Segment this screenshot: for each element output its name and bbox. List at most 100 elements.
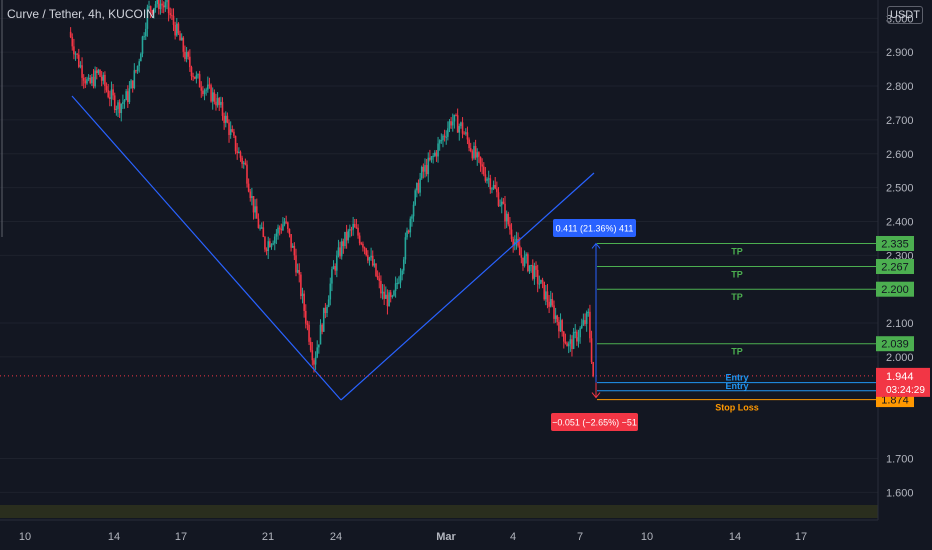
candle-body	[476, 152, 479, 158]
candle-body	[133, 70, 136, 89]
candle-body	[159, 3, 162, 9]
candle-body	[525, 254, 528, 256]
candle-body	[371, 255, 374, 266]
tp-label-1: TP	[731, 246, 743, 256]
candle-body	[432, 155, 434, 157]
candle-body	[492, 184, 495, 189]
candle-body	[267, 241, 270, 251]
candle-body	[180, 37, 183, 41]
candle-body	[283, 221, 286, 225]
candle-body	[474, 145, 477, 158]
candle-body	[496, 188, 498, 193]
candle-body	[117, 102, 119, 109]
stop-loss-label: Stop Loss	[715, 403, 759, 413]
candle-body	[202, 90, 204, 95]
candle-body	[577, 337, 580, 342]
candle-body	[453, 114, 456, 122]
candle-body	[406, 230, 408, 238]
candle-body	[510, 229, 513, 239]
measure-up-text: 0.411 (21.36%) 411	[556, 224, 634, 234]
candle-body	[143, 36, 145, 38]
candle-body	[211, 92, 214, 102]
candle-body	[538, 283, 541, 285]
candle-body	[81, 65, 83, 78]
candle-body	[278, 227, 281, 229]
measure-up-arrow	[591, 242, 601, 249]
candle-body	[158, 0, 160, 9]
candle-body	[430, 156, 433, 160]
candle-body	[440, 140, 443, 142]
candle-body	[229, 129, 232, 135]
candle-body	[541, 279, 544, 282]
candle-body	[290, 234, 292, 248]
candle-body	[306, 323, 309, 325]
candle-body	[118, 102, 121, 114]
candle-body	[352, 224, 354, 230]
candle-body	[505, 213, 508, 222]
candle-body	[523, 255, 526, 266]
candle-body	[381, 291, 384, 294]
candle-body	[71, 37, 74, 47]
candle-body	[236, 151, 238, 153]
candle-body	[238, 151, 240, 153]
candle-body	[564, 341, 567, 344]
candle-body	[298, 269, 301, 275]
currency-button[interactable]: USDT	[887, 6, 923, 24]
candle-body	[149, 6, 152, 11]
candle-body	[314, 357, 317, 365]
trend-line-down	[71, 95, 342, 401]
candle-body	[295, 255, 297, 273]
candle-body	[304, 310, 307, 324]
candle-body	[402, 259, 405, 271]
candle-body	[368, 257, 371, 261]
candle-body	[241, 157, 243, 164]
candle-body	[357, 227, 359, 236]
candle-body	[347, 230, 350, 241]
candle-body	[140, 53, 142, 62]
candle-body	[380, 280, 382, 294]
candle-body	[308, 324, 310, 342]
candle-body	[540, 279, 542, 284]
candle-body	[169, 13, 172, 16]
candle-body	[562, 331, 565, 342]
candle-body	[479, 156, 482, 165]
candle-body	[136, 65, 139, 71]
candle-body	[100, 76, 103, 81]
candle-body	[331, 269, 333, 284]
candle-body	[148, 6, 150, 8]
tp-label-3: TP	[731, 292, 743, 302]
candle-body	[110, 89, 113, 99]
candle-body	[87, 77, 90, 80]
candle-body	[527, 254, 529, 272]
candle-body	[486, 178, 488, 181]
candle-body	[195, 75, 198, 79]
candle-body	[571, 339, 573, 349]
candle-body	[520, 255, 523, 258]
candle-body	[494, 184, 497, 189]
symbol-title: Curve / Tether, 4h, KUCOIN	[7, 7, 155, 21]
candle-body	[376, 275, 379, 279]
candle-body	[282, 224, 284, 231]
candle-body	[277, 227, 279, 234]
candle-body	[350, 229, 353, 231]
last-price-value: 1.944	[886, 371, 914, 383]
candle-body	[438, 140, 441, 144]
price-tag	[876, 235, 914, 251]
candle-body	[491, 188, 493, 190]
candle-body	[582, 320, 585, 325]
entry-label-2: Entry	[725, 381, 748, 391]
candle-body	[69, 31, 72, 38]
candle-body	[463, 133, 465, 135]
candle-body	[399, 275, 402, 283]
candle-body	[458, 126, 461, 133]
candle-body	[92, 76, 95, 87]
candle-body	[296, 269, 299, 273]
candle-body	[566, 343, 568, 347]
candle-body	[259, 227, 261, 229]
candle-body	[231, 129, 234, 132]
candle-body	[353, 224, 356, 228]
candle-body	[247, 183, 250, 192]
candle-body	[589, 311, 591, 339]
candle-body	[585, 312, 588, 324]
